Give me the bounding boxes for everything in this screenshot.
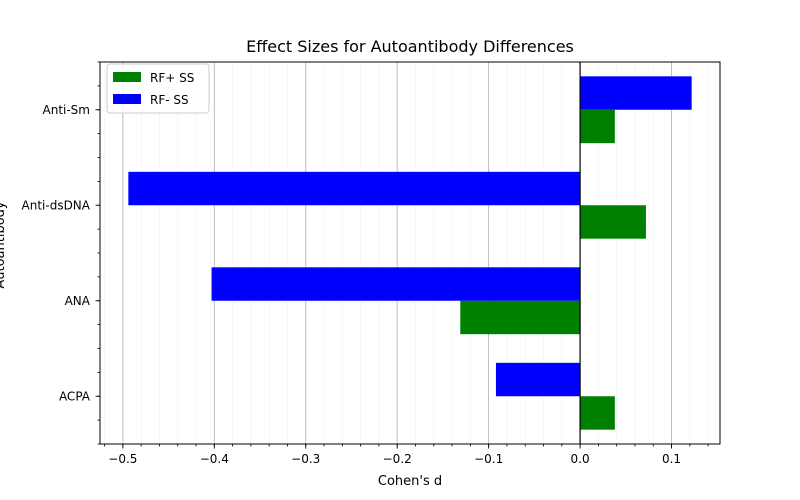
grid-layer bbox=[104, 62, 709, 444]
bar bbox=[580, 76, 692, 110]
bar bbox=[128, 171, 581, 206]
x-tick-label: −0.2 bbox=[383, 452, 412, 466]
x-tick-label: 0.1 bbox=[662, 452, 681, 466]
x-tick-label: −0.3 bbox=[291, 452, 320, 466]
x-tick-label: −0.5 bbox=[108, 452, 137, 466]
y-axis-label: Autoantibody bbox=[0, 201, 8, 289]
x-tick-label: −0.1 bbox=[474, 452, 503, 466]
chart-title: Effect Sizes for Autoantibody Difference… bbox=[246, 37, 574, 56]
bars-layer bbox=[128, 76, 692, 430]
bar bbox=[211, 267, 581, 301]
bar bbox=[580, 396, 615, 430]
bar bbox=[495, 362, 581, 397]
bar bbox=[460, 300, 581, 335]
legend-swatch-rf-plus bbox=[113, 72, 141, 82]
legend-label-rf-plus: RF+ SS bbox=[150, 71, 194, 85]
y-tick-label: ACPA bbox=[59, 389, 91, 403]
x-tick-label: 0.0 bbox=[571, 452, 590, 466]
y-tick-label: Anti-Sm bbox=[43, 103, 91, 117]
y-tick-label: ANA bbox=[65, 294, 91, 308]
y-tick-label: Anti-dsDNA bbox=[22, 198, 91, 212]
x-axis-label: Cohen's d bbox=[378, 474, 442, 489]
bar bbox=[580, 109, 615, 144]
plot-frame bbox=[99, 61, 721, 445]
x-tick-label: −0.4 bbox=[200, 452, 229, 466]
legend: RF+ SS RF- SS bbox=[106, 63, 210, 114]
legend-swatch-rf-minus bbox=[113, 94, 141, 104]
axes-layer: −0.5 −0.4 −0.3 −0.2 −0.1 0.0 0.1 ACPA ANA Anti-ds… bbox=[22, 61, 709, 466]
legend-label-rf-minus: RF- SS bbox=[150, 93, 189, 107]
bar bbox=[580, 205, 646, 239]
